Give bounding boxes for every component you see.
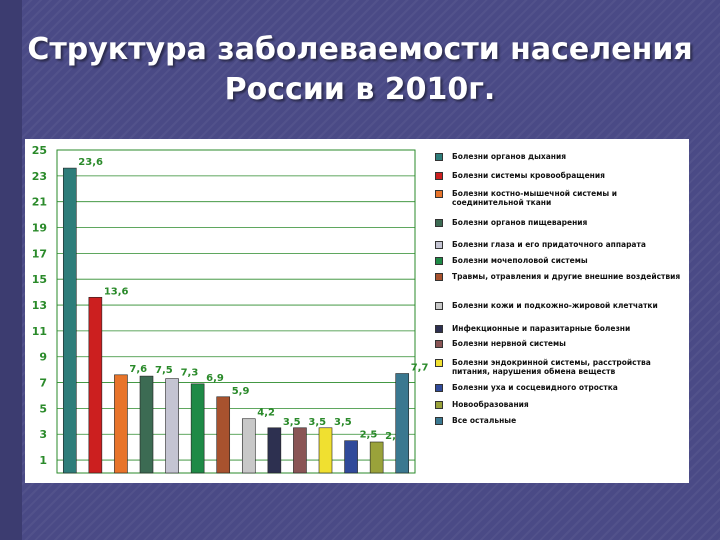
bar-data-label: 4,2 (257, 408, 275, 419)
bar (216, 396, 231, 474)
y-tick-label: 19 (32, 222, 47, 235)
legend-label: Все остальные (452, 416, 517, 425)
y-tick-label: 11 (32, 325, 47, 338)
bar (62, 167, 77, 474)
bar-data-label: 3,5 (308, 417, 326, 428)
y-tick-label: 3 (39, 428, 47, 441)
legend-swatch (435, 219, 443, 227)
legend-label: Инфекционные и паразитарные болезни (452, 324, 631, 333)
bar (190, 383, 205, 474)
bar-data-label: 13,6 (104, 286, 129, 297)
plot-area (56, 149, 416, 474)
legend-label: Болезни нервной системы (452, 339, 566, 348)
y-tick-label: 13 (32, 299, 47, 312)
legend-label: Болезни глаза и его придаточного аппарат… (452, 240, 646, 249)
legend-swatch (435, 359, 443, 367)
bar-data-label: 2,5 (360, 430, 378, 441)
bar-data-label: 6,9 (206, 373, 224, 384)
y-tick-label: 15 (32, 273, 47, 286)
legend-label: Болезни органов пищеварения (452, 218, 588, 227)
y-tick-label: 17 (32, 247, 47, 260)
y-tick-label: 25 (32, 144, 47, 157)
chart-panel: 1 3 5 7 9 11 13 15 17 19 21 23 25 23,6 13,6 7,6 7,5 7,3 6,… (25, 139, 689, 483)
bar (293, 427, 307, 474)
legend-label: Болезни кожи и подкожно-жировой клетчатк… (452, 301, 658, 310)
slide-title: Структура заболеваемости населения Росси… (0, 30, 720, 110)
bar (88, 296, 103, 474)
legend-swatch (435, 273, 443, 281)
bar-data-label: 23,6 (78, 157, 103, 168)
bar-data-label: 5,9 (232, 386, 250, 397)
y-tick-label: 1 (39, 454, 47, 467)
bar (165, 378, 179, 474)
legend-swatch (435, 153, 443, 161)
y-tick-label: 7 (39, 377, 47, 390)
bar (344, 440, 358, 474)
bar (241, 418, 256, 474)
legend-label: Травмы, отравления и другие внешние возд… (452, 272, 681, 281)
y-tick-label: 5 (39, 402, 47, 415)
legend-label: Новообразования (452, 400, 529, 409)
legend-label: Болезни костно-мышечной системы и соедин… (452, 189, 618, 207)
legend-swatch (435, 401, 443, 409)
y-tick-label: 21 (32, 196, 47, 209)
legend-label: Болезни мочеполовой системы (452, 256, 588, 265)
legend-swatch (435, 340, 443, 348)
legend-swatch (435, 384, 443, 392)
y-tick-label: 9 (39, 351, 47, 364)
legend-swatch (435, 302, 443, 310)
bar-data-label: 7,3 (181, 368, 199, 379)
slide-title-line1: Структура заболеваемости населения (27, 32, 693, 67)
bar (395, 373, 410, 474)
slide-title-line2: России в 2010г. (224, 72, 496, 107)
legend-swatch (435, 325, 443, 333)
bar (267, 427, 282, 474)
bar-data-label: 2,4 (385, 431, 403, 442)
legend-label: Болезни эндокринной системы, расстройств… (452, 358, 651, 376)
bar (114, 374, 128, 474)
bar-data-label: 3,5 (283, 417, 301, 428)
legend-swatch (435, 257, 443, 265)
legend-label: Болезни органов дыхания (452, 152, 567, 161)
legend-label: Болезни уха и сосцевидного отростка (452, 383, 618, 392)
legend-swatch (435, 241, 443, 249)
legend-label: Болезни системы кровообращения (452, 171, 605, 180)
bar-data-label: 7,6 (129, 364, 147, 375)
legend-swatch (435, 190, 443, 198)
bar (139, 375, 154, 474)
slide-left-band (0, 0, 22, 540)
y-tick-label: 23 (32, 170, 47, 183)
bar-data-label: 3,5 (334, 417, 352, 428)
legend-swatch (435, 172, 443, 180)
bar (369, 441, 384, 474)
bar (318, 427, 333, 474)
legend-swatch (435, 417, 443, 425)
bar-data-label: 7,7 (411, 363, 429, 374)
bar-data-label: 7,5 (155, 365, 173, 376)
